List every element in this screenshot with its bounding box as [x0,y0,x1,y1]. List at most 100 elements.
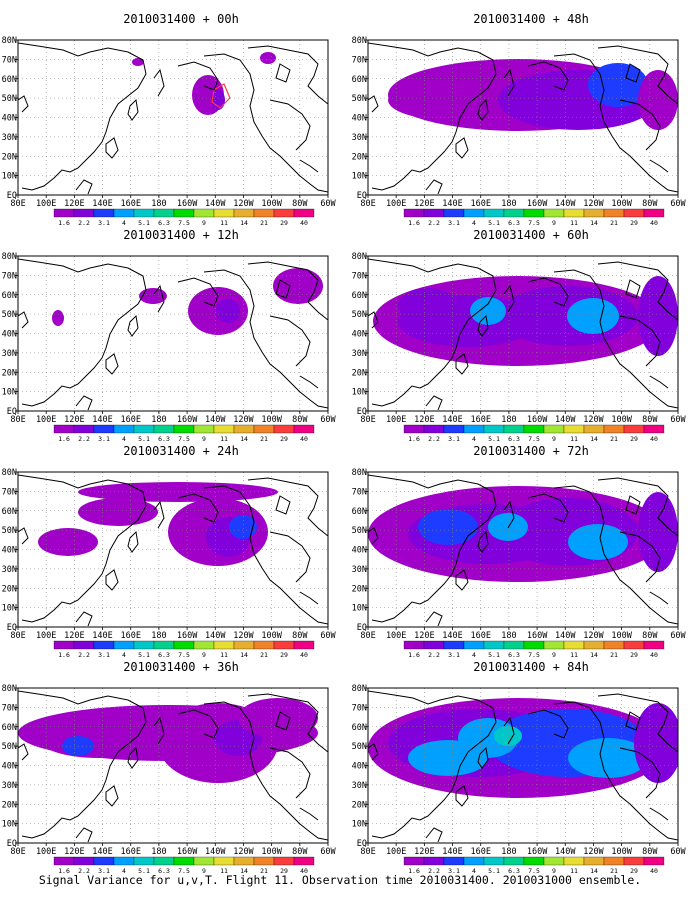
colorbar-label: 4 [472,651,476,659]
coastline-path [18,311,29,329]
y-tick-label: 80N [2,252,17,262]
coastline-path [153,284,165,313]
coastline-path [619,747,661,799]
colorbar-label: 40 [300,219,308,227]
x-tick-label: 120E [64,199,84,209]
x-tick-label: 140W [555,415,576,425]
coastline-path [649,159,669,173]
colorbar-swatch [403,856,425,866]
x-tick-label: 100E [386,847,406,857]
coastline-path [18,474,147,623]
coastline-path [477,746,489,769]
colorbar-label: 3.1 [98,435,110,443]
variance-contour [638,492,678,572]
x-tick-label: 120W [233,415,254,425]
coastline-path [247,261,328,321]
colorbar: 1.6 2.2 3.1 4 5.1 6.3 7.5 9 11 14 21 29 40 [403,208,665,227]
x-tick-label: 60W [320,199,336,209]
y-tick-label: 60N [2,75,17,85]
coastline-path [275,711,291,731]
colorbar-label: 4 [472,219,476,227]
colorbar-label: 21 [260,867,268,875]
coastline-path [649,591,669,605]
colorbar-swatch [153,208,175,218]
variance-contour [567,298,619,334]
x-tick-label: 100W [261,847,282,857]
x-tick-label: 140E [92,415,112,425]
colorbar-label: 5.1 [138,435,150,443]
colorbar-swatch [463,856,485,866]
variance-contour [38,718,158,758]
variance-contour [78,482,278,502]
colorbar-label: 21 [610,435,618,443]
colorbar-swatch [543,856,565,866]
colorbar-label: 29 [280,435,288,443]
colorbar-label: 7.5 [528,867,540,875]
colorbar-label: 5.1 [138,867,150,875]
y-tick-label: 30N [2,349,17,359]
x-tick-label: 80W [292,847,308,857]
colorbar-label: 21 [610,219,618,227]
x-tick-label: 140W [205,631,226,641]
y-tick-label: 60N [352,507,367,517]
x-tick-label: 160W [177,631,198,641]
x-tick-label: 80E [10,631,25,641]
colorbar-label: 29 [280,651,288,659]
colorbar-swatch [583,856,605,866]
coastline-path [368,474,497,623]
coastline-path [203,701,328,841]
coastline-path [625,711,641,731]
colorbar-label: 4 [472,867,476,875]
coastline-path [269,747,311,799]
coastline-path [503,716,515,745]
coastline-path [477,530,489,553]
y-tick-label: 70N [352,271,367,281]
x-tick-label: 100W [611,415,632,425]
coastline-path [425,827,443,843]
variance-contour [408,740,488,776]
coastline-path [455,353,469,375]
x-tick-label: 120W [233,631,254,641]
coastline-path [127,746,139,769]
x-tick-label: 100W [611,847,632,857]
coastline-path [177,61,219,91]
x-tick-label: 160E [120,631,140,641]
coastline-path [553,485,678,625]
y-tick-label: 10N [352,388,367,398]
x-tick-label: 100E [386,199,406,209]
colorbar-label: 6.3 [508,867,520,875]
colorbar-label: 14 [240,867,248,875]
y-tick-label: 70N [2,271,17,281]
variance-contour [470,297,506,325]
colorbar-swatch [603,424,625,434]
variance-contour [488,513,528,541]
map-plot-area: 80E 100E 120E 140E 160E 180 160W 140W 120W 100W 80… [2,468,337,641]
y-tick-label: 60N [2,507,17,517]
x-tick-label: 80W [642,631,658,641]
colorbar-swatch [253,640,275,650]
colorbar-swatch [483,640,505,650]
coastline-path [75,179,93,195]
variance-contour [398,288,458,324]
variance-contour [211,83,231,109]
coastline-path [269,531,311,583]
variance-contour [638,70,678,130]
x-tick-label: 160W [177,199,198,209]
variance-contour [132,58,144,66]
colorbar-swatch [423,208,445,218]
coastline-path [368,690,497,839]
x-tick-label: 140E [92,847,112,857]
x-tick-label: 180 [151,199,166,209]
coastline-path [127,98,139,121]
coastline-path [269,99,311,151]
colorbar-label: 29 [630,867,638,875]
colorbar-label: 7.5 [178,219,190,227]
x-tick-label: 160E [470,631,490,641]
coastline [18,474,328,627]
colorbar-swatch [53,208,75,218]
colorbar-label: 2.2 [428,219,440,227]
colorbar-label: 2.2 [78,219,90,227]
x-tick-label: 100E [36,415,56,425]
x-tick-label: 160W [527,199,548,209]
colorbar-label: 11 [220,651,228,659]
